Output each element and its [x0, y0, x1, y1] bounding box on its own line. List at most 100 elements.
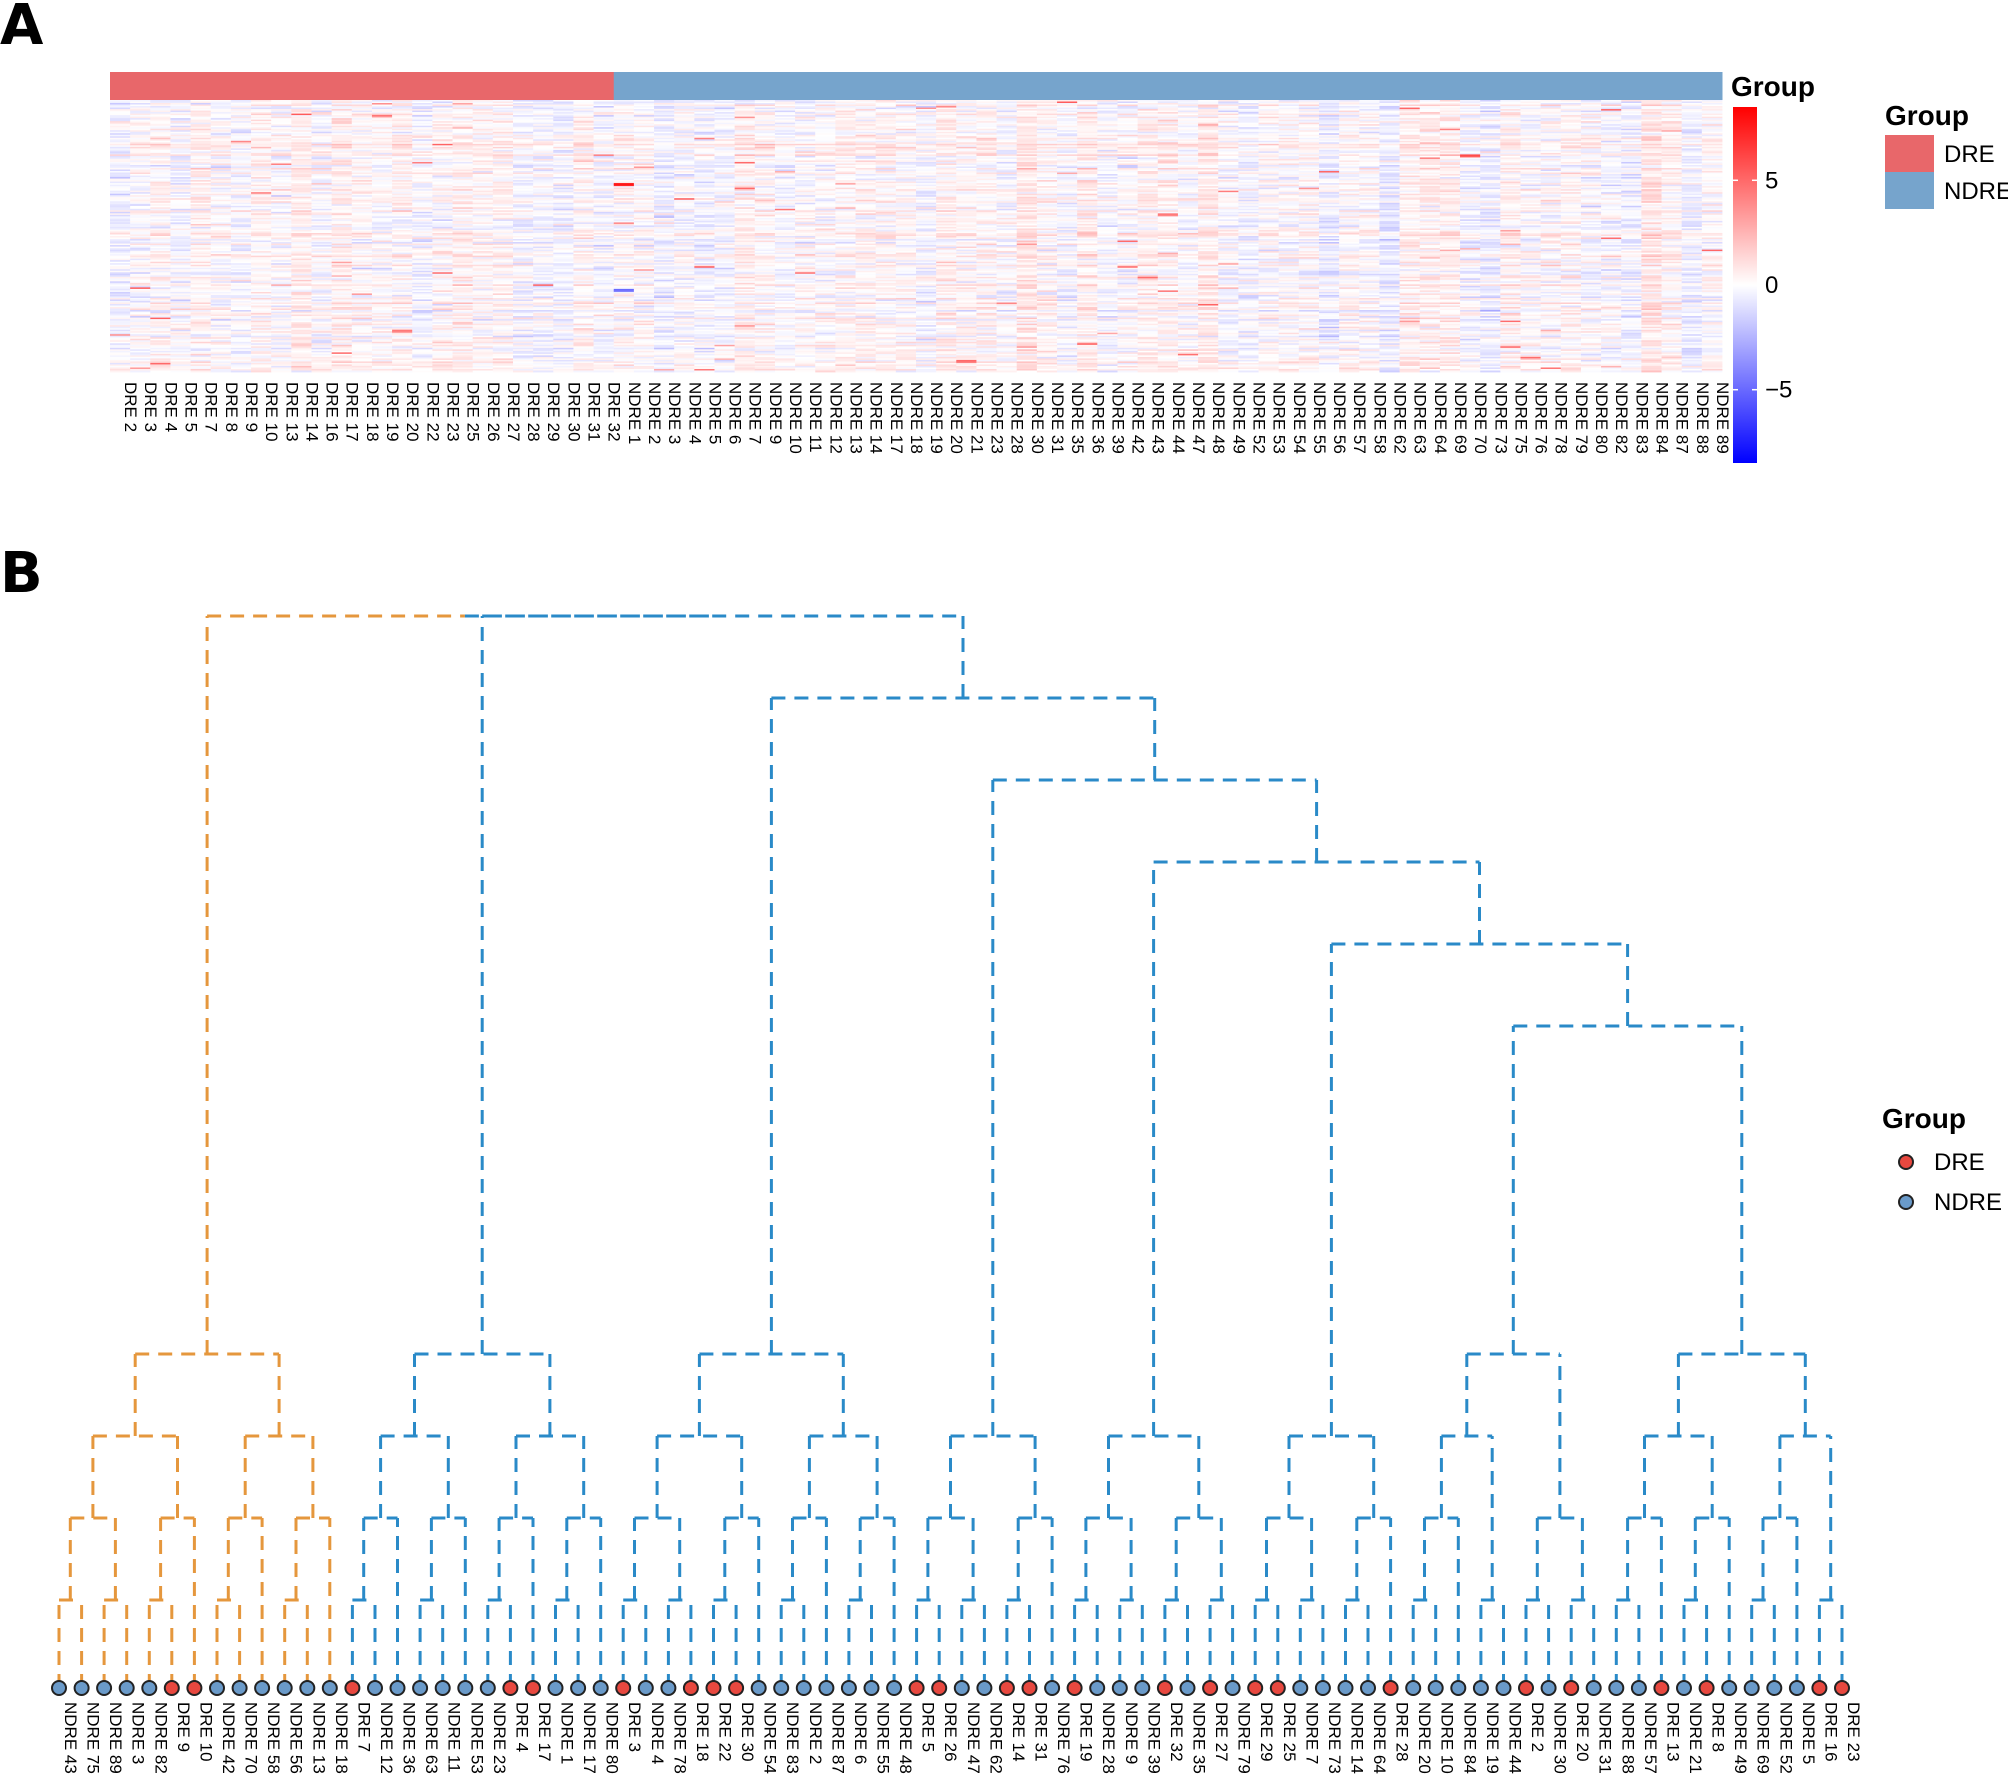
heatmap-cell — [110, 356, 131, 359]
heatmap-cell — [210, 326, 232, 329]
heatmap-cell — [190, 326, 212, 329]
heatmap-cell — [150, 125, 171, 128]
heatmap-cell — [130, 118, 151, 121]
heatmap-cell — [170, 370, 191, 373]
heatmap-cell — [150, 103, 171, 105]
heatmap-cell — [110, 291, 131, 294]
heatmap-cell — [190, 273, 212, 276]
heatmap-cell — [150, 122, 171, 125]
heatmap-cell — [130, 252, 151, 255]
heatmap-cell — [130, 161, 151, 164]
heatmap-cell — [210, 254, 232, 257]
heatmap-cell — [210, 109, 232, 111]
heatmap-cell — [170, 222, 191, 225]
heatmap-cell — [130, 178, 151, 181]
heatmap-cell — [170, 180, 191, 182]
heatmap-cell — [130, 164, 151, 167]
heatmap-cell — [170, 294, 191, 297]
heatmap-cell — [170, 220, 191, 223]
heatmap-cell — [150, 211, 171, 214]
heatmap-cell — [110, 155, 131, 158]
heatmap-cell — [130, 343, 151, 346]
heatmap-cell — [210, 305, 232, 308]
heatmap-cell — [110, 195, 131, 198]
heatmap-cell — [230, 128, 252, 131]
heatmap-cell — [110, 113, 131, 116]
heatmap-cell — [190, 100, 212, 102]
heatmap-cell — [130, 294, 151, 297]
heatmap-cell — [150, 325, 171, 328]
heatmap-cell — [230, 278, 252, 281]
heatmap-cell — [210, 290, 232, 293]
heatmap-cell — [110, 137, 131, 140]
heatmap-cell — [170, 239, 191, 241]
heatmap-cell — [170, 282, 191, 285]
heatmap-cell — [210, 350, 232, 353]
heatmap-cell — [251, 136, 272, 139]
heatmap-cell — [150, 349, 171, 352]
heatmap-cell — [150, 198, 171, 201]
heatmap-cell — [150, 175, 171, 178]
heatmap-cell — [130, 278, 151, 281]
heatmap-cell — [190, 257, 212, 260]
heatmap-cell — [230, 307, 252, 309]
heatmap-cell — [170, 261, 191, 264]
heatmap-cell — [110, 367, 131, 370]
heatmap-cell — [150, 311, 171, 314]
heatmap-cell — [150, 308, 171, 311]
heatmap-cell — [251, 171, 272, 173]
heatmap-cell — [110, 308, 131, 311]
heatmap-cell — [251, 131, 272, 134]
heatmap-cell — [150, 307, 171, 309]
heatmap-cell — [210, 231, 232, 234]
heatmap-cell — [230, 137, 252, 140]
heatmap-cell — [170, 142, 191, 145]
heatmap-cell — [210, 187, 232, 190]
heatmap-cell — [230, 158, 252, 161]
heatmap-cell — [190, 210, 212, 213]
heatmap-cell — [150, 317, 171, 320]
heatmap-cell — [230, 246, 252, 249]
heatmap-cell — [230, 133, 252, 136]
heatmap-cell — [110, 183, 131, 186]
heatmap-cell — [230, 160, 252, 163]
heatmap-cell — [130, 166, 151, 169]
heatmap-cell — [210, 276, 232, 279]
heatmap-cell — [210, 255, 232, 258]
heatmap-cell — [210, 368, 232, 371]
heatmap-cell — [110, 189, 131, 192]
heatmap-cell — [210, 158, 232, 161]
heatmap-cell — [230, 367, 252, 370]
heatmap-cell — [170, 186, 191, 189]
heatmap-cell — [170, 196, 191, 199]
heatmap-cell — [210, 130, 232, 133]
heatmap-cell — [170, 204, 191, 207]
heatmap-cell — [230, 145, 252, 148]
heatmap-cell — [170, 112, 191, 114]
heatmap-cell — [190, 338, 212, 341]
heatmap-cell — [210, 240, 232, 243]
heatmap-cell — [230, 217, 252, 220]
heatmap-cell — [130, 273, 151, 276]
heatmap-cell — [210, 355, 232, 358]
heatmap-cell — [230, 139, 252, 142]
heatmap-cell — [230, 293, 252, 296]
heatmap-cell — [110, 228, 131, 231]
heatmap-cell — [210, 248, 232, 250]
heatmap-cell — [251, 175, 272, 178]
heatmap-cell — [472, 370, 494, 373]
heatmap-cell — [130, 269, 151, 272]
heatmap-cell — [230, 140, 252, 143]
heatmap-cell — [170, 337, 191, 340]
heatmap-cell — [150, 115, 171, 118]
heatmap-cell — [230, 269, 252, 272]
heatmap-cell — [230, 243, 252, 246]
heatmap-cell — [130, 112, 151, 114]
heatmap-cell — [190, 236, 212, 238]
heatmap-cell — [150, 304, 171, 306]
heatmap-cell — [130, 163, 151, 166]
heatmap-cell — [130, 323, 151, 326]
heatmap-cell — [130, 261, 151, 264]
heatmap-cell — [150, 328, 171, 331]
heatmap-cell — [130, 183, 151, 186]
